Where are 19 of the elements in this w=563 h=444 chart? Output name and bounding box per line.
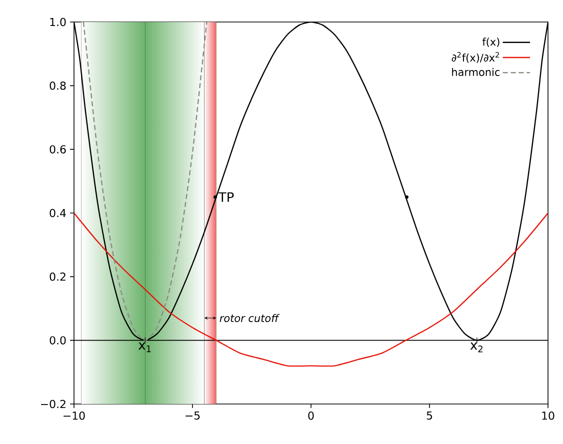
x-tick-label: 5 (426, 412, 432, 420)
annotation: x$_{2}$ (470, 342, 482, 352)
annotation: rotor cutoff (220, 314, 280, 322)
x-tick-label: 0 (308, 412, 314, 420)
y-tick-label: 0.4 (50, 208, 66, 218)
legend-label: harmonic (452, 68, 500, 76)
y-tick-label: 0.6 (50, 145, 66, 154)
y-tick-label: 0.8 (50, 82, 66, 90)
y-tick-label: −0.2 (41, 400, 66, 408)
legend-label: ∂$^{2}$f(x)/∂x$^{2}$ (452, 52, 499, 63)
x-tick-label: −5 (186, 412, 200, 420)
x-tick-label: 10 (542, 412, 554, 420)
y-tick-label: 0.0 (50, 336, 66, 344)
y-tick-label: 0.2 (50, 272, 66, 281)
x-tick-label: −10 (64, 412, 85, 420)
y-tick-label: 1.0 (50, 18, 66, 26)
annotation: TP (218, 192, 234, 202)
annotation: x$_{1}$ (138, 342, 151, 352)
legend-label: f(x) (482, 38, 500, 47)
